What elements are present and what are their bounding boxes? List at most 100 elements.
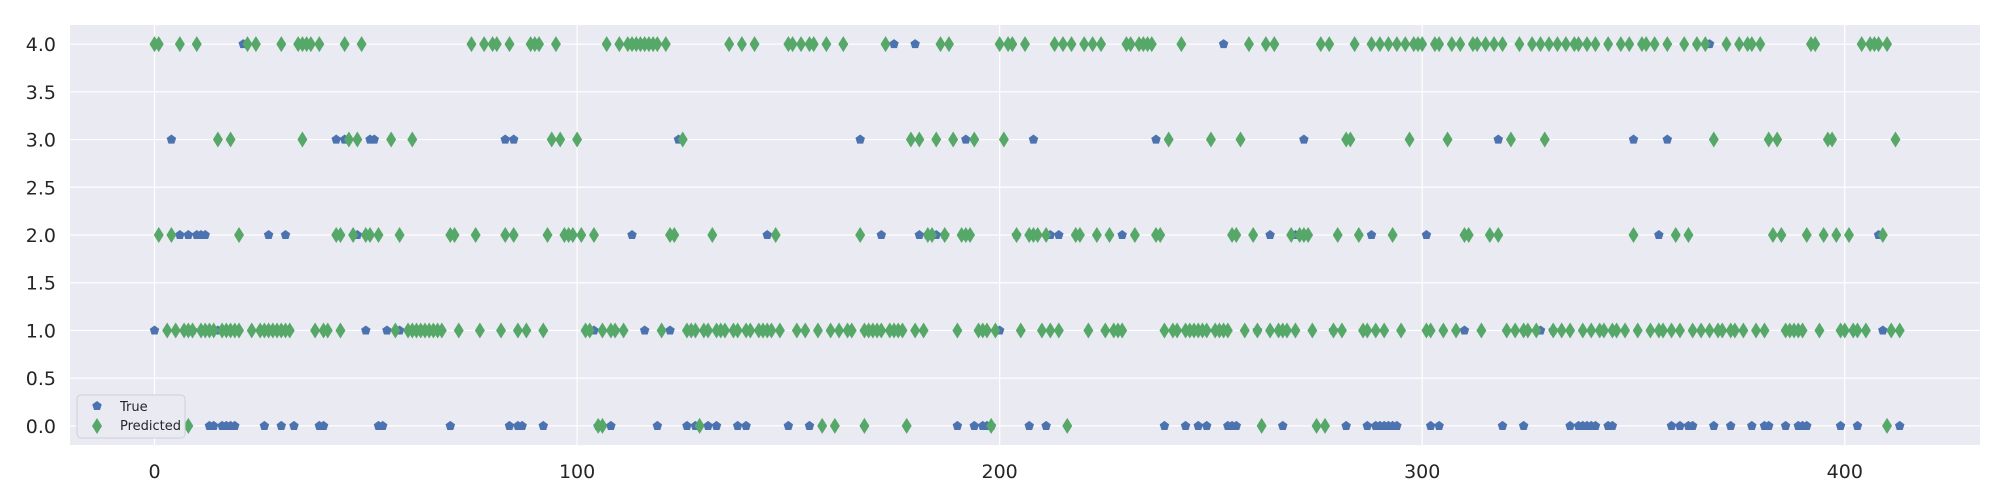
true-point: [166, 134, 177, 144]
predicted-point: [1239, 322, 1250, 339]
predicted-point: [1269, 36, 1280, 53]
predicted-point: [284, 322, 295, 339]
predicted-point: [1514, 36, 1525, 53]
predicted-point: [1396, 322, 1407, 339]
true-point: [1366, 230, 1377, 240]
predicted-point: [1505, 131, 1516, 148]
true-point: [1362, 420, 1373, 430]
true-point: [200, 230, 210, 240]
predicted-point: [491, 36, 502, 53]
predicted-point: [1332, 227, 1343, 243]
true-point: [1201, 420, 1212, 430]
predicted-point: [931, 131, 942, 148]
predicted-point: [1856, 36, 1867, 53]
predicted-point: [212, 131, 223, 148]
predicted-point: [703, 322, 714, 339]
predicted-point: [356, 36, 367, 53]
true-point: [1687, 420, 1698, 430]
predicted-point: [829, 417, 840, 434]
predicted-point: [538, 322, 549, 339]
true-point: [500, 134, 510, 144]
predicted-point: [504, 36, 515, 53]
x-tick-label: 200: [982, 461, 1018, 483]
predicted-point: [1556, 322, 1567, 339]
true-point: [1341, 420, 1351, 430]
predicted-point: [500, 227, 511, 243]
true-point: [741, 420, 751, 430]
x-tick-label: 400: [1827, 461, 1863, 483]
predicted-point: [1434, 36, 1445, 53]
predicted-point: [1489, 36, 1500, 53]
predicted-point: [610, 322, 621, 339]
predicted-point: [225, 131, 236, 148]
predicted-point: [918, 322, 929, 339]
predicted-point: [1163, 131, 1174, 148]
predicted-point: [1590, 36, 1601, 53]
predicted-point: [373, 227, 384, 243]
predicted-point: [1645, 322, 1656, 339]
predicted-point: [1370, 322, 1381, 339]
predicted-point: [597, 417, 608, 434]
true-point: [1662, 134, 1673, 144]
predicted-point: [335, 322, 346, 339]
predicted-point: [998, 131, 1009, 148]
predicted-point: [1307, 322, 1318, 339]
predicted-point: [1573, 36, 1584, 53]
predicted-point: [1391, 36, 1402, 53]
true-point: [910, 39, 920, 49]
true-point: [639, 325, 650, 335]
true-point: [1493, 134, 1504, 144]
true-point: [1159, 420, 1170, 430]
predicted-point: [846, 322, 857, 339]
predicted-point: [1036, 322, 1047, 339]
y-tick-label: 1.0: [26, 320, 56, 342]
predicted-point: [1172, 322, 1183, 339]
predicted-point: [1565, 322, 1576, 339]
predicted-point: [669, 227, 680, 243]
predicted-point: [812, 322, 823, 339]
true-point: [289, 420, 299, 430]
predicted-point: [1598, 322, 1609, 339]
predicted-point: [1738, 322, 1749, 339]
predicted-point: [1011, 227, 1022, 243]
predicted-point: [276, 36, 287, 53]
true-point: [703, 420, 713, 430]
true-point: [276, 420, 287, 430]
true-point: [1628, 134, 1639, 144]
true-point: [1607, 420, 1618, 430]
predicted-point: [1222, 322, 1233, 339]
predicted-point: [1776, 227, 1787, 243]
true-point: [961, 134, 971, 144]
predicted-point: [1387, 227, 1398, 243]
predicted-point: [1091, 227, 1102, 243]
predicted-point: [1020, 36, 1030, 53]
predicted-point: [1366, 36, 1377, 53]
predicted-point: [1649, 36, 1660, 53]
predicted-point: [1624, 36, 1635, 53]
predicted-point: [297, 131, 308, 148]
predicted-point: [939, 227, 950, 243]
predicted-point: [1235, 131, 1246, 148]
predicted-point: [1079, 36, 1090, 53]
predicted-point: [1062, 417, 1073, 434]
predicted-point: [1311, 417, 1322, 434]
predicted-point: [601, 36, 612, 53]
predicted-point: [1628, 227, 1639, 243]
true-point: [208, 420, 219, 430]
predicted-point: [838, 36, 849, 53]
predicted-point: [191, 36, 202, 53]
predicted-point: [153, 227, 164, 243]
predicted-point: [1442, 131, 1453, 148]
predicted-point: [1417, 36, 1428, 53]
true-point: [508, 134, 519, 144]
true-point: [1835, 420, 1846, 430]
predicted-point: [1683, 227, 1694, 243]
predicted-point: [935, 36, 946, 53]
predicted-point: [724, 36, 735, 53]
predicted-point: [508, 227, 519, 243]
predicted-point: [1476, 322, 1487, 339]
predicted-point: [1438, 322, 1449, 339]
predicted-point: [1260, 36, 1271, 53]
predicted-point: [1362, 322, 1373, 339]
